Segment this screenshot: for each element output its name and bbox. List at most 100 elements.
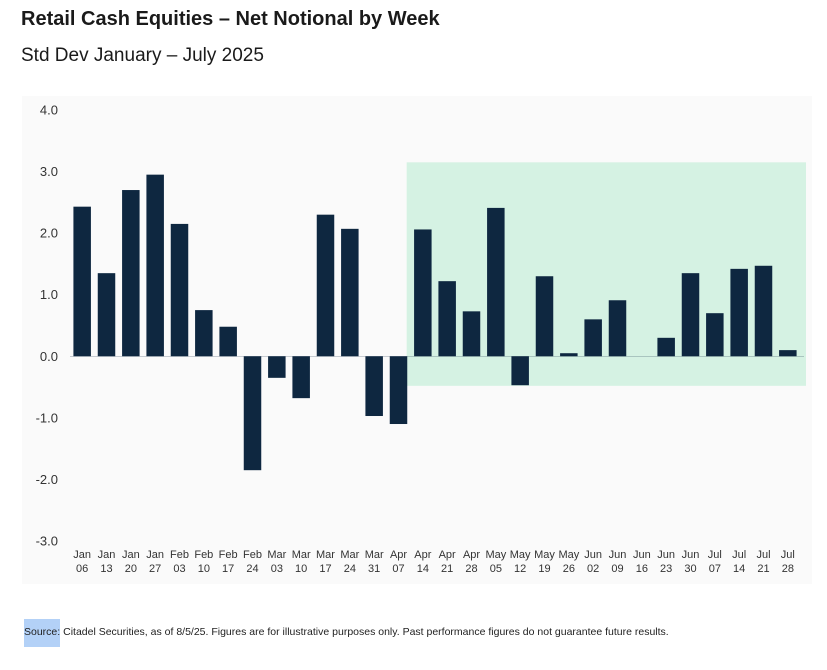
bar xyxy=(414,229,432,357)
x-tick-label-day: 10 xyxy=(198,563,210,575)
bar xyxy=(365,356,383,417)
source-label: Source: xyxy=(24,619,61,647)
bar xyxy=(292,356,310,399)
x-tick-label-month: Jul xyxy=(781,549,795,561)
x-tick-label-month: Apr xyxy=(390,549,407,561)
x-tick-label-day: 23 xyxy=(660,563,672,575)
bar xyxy=(681,273,700,357)
x-tick-label-month: Jul xyxy=(708,549,722,561)
x-tick-label-day: 14 xyxy=(733,563,745,575)
x-tick-label-day: 07 xyxy=(392,563,404,575)
x-tick-label-month: May xyxy=(534,549,555,561)
x-tick-label-day: 02 xyxy=(587,563,599,575)
x-tick-label-day: 14 xyxy=(417,563,429,575)
x-tick-label-month: Jun xyxy=(584,549,602,561)
x-tick-label-month: May xyxy=(485,549,506,561)
x-tick-label-day: 31 xyxy=(368,563,380,575)
x-tick-label-month: Jan xyxy=(146,549,164,561)
y-tick-label: -1.0 xyxy=(36,410,58,425)
bar xyxy=(146,174,164,357)
bar xyxy=(438,281,456,357)
x-tick-label-day: 20 xyxy=(125,563,137,575)
x-tick-label-day: 07 xyxy=(709,563,721,575)
x-tick-label-month: Feb xyxy=(219,549,238,561)
y-tick-label: 3.0 xyxy=(40,164,58,179)
x-tick-label-month: Apr xyxy=(439,549,456,561)
x-tick-label-month: Feb xyxy=(194,549,213,561)
x-tick-label-month: May xyxy=(510,549,531,561)
x-tick-label-month: Apr xyxy=(463,549,480,561)
bar xyxy=(170,223,189,357)
bar-chart: 4.0 3.0 2.0 1.0 0.0 -1.0 -2.0 -3.0 Jan 06 Jan 13 Jan… xyxy=(35,102,806,575)
chart-title: Retail Cash Equities – Net Notional by W… xyxy=(21,8,440,30)
x-tick-label-day: 17 xyxy=(319,563,331,575)
x-tick-label-day: 24 xyxy=(344,563,356,575)
bar xyxy=(316,214,335,357)
x-tick-label-day: 21 xyxy=(441,563,453,575)
x-tick-label-month: Jul xyxy=(732,549,746,561)
x-tick-label-day: 03 xyxy=(271,563,283,575)
x-tick-label-month: Mar xyxy=(316,549,335,561)
x-tick-label-month: Jan xyxy=(98,549,116,561)
x-tick-label-day: 28 xyxy=(465,563,477,575)
x-tick-label-day: 19 xyxy=(538,563,550,575)
bar xyxy=(584,319,602,357)
x-tick-label-day: 24 xyxy=(246,563,258,575)
bar xyxy=(511,356,529,386)
x-tick-label-day: 26 xyxy=(563,563,575,575)
x-tick-label-month: Jun xyxy=(682,549,700,561)
x-tick-label-month: Apr xyxy=(414,549,431,561)
bar xyxy=(462,311,481,357)
x-tick-label-month: Jun xyxy=(657,549,675,561)
bar xyxy=(608,300,627,357)
x-tick-label-month: Feb xyxy=(243,549,262,561)
bar xyxy=(73,206,91,357)
x-tick-label-month: Mar xyxy=(267,549,286,561)
x-tick-label-day: 12 xyxy=(514,563,526,575)
bar xyxy=(730,268,748,357)
bar xyxy=(219,326,237,357)
x-tick-label-month: Jan xyxy=(122,549,140,561)
bar xyxy=(706,313,724,357)
bar xyxy=(97,273,116,357)
x-tick-label-month: Jun xyxy=(609,549,627,561)
x-tick-label-month: Feb xyxy=(170,549,189,561)
bar xyxy=(122,190,140,357)
bar xyxy=(389,356,408,425)
chart-subtitle: Std Dev January – July 2025 xyxy=(21,45,264,66)
y-tick-label: 1.0 xyxy=(40,287,58,302)
bar xyxy=(195,310,213,357)
x-tick-label-day: 13 xyxy=(100,563,112,575)
x-tick-label-day: 27 xyxy=(149,563,161,575)
x-tick-label-month: May xyxy=(558,549,579,561)
x-tick-label-month: Jan xyxy=(73,549,91,561)
bar xyxy=(268,356,286,378)
x-tick-label-month: Mar xyxy=(365,549,384,561)
x-tick-label-day: 03 xyxy=(173,563,185,575)
bar xyxy=(657,337,675,357)
x-tick-label-day: 06 xyxy=(76,563,88,575)
x-tick-label-day: 17 xyxy=(222,563,234,575)
x-tick-label-day: 05 xyxy=(490,563,502,575)
bar xyxy=(560,353,578,357)
bar xyxy=(243,356,262,471)
y-tick-label: 0.0 xyxy=(40,349,58,364)
x-tick-label-day: 09 xyxy=(611,563,623,575)
x-tick-label-day: 30 xyxy=(684,563,696,575)
bar xyxy=(779,350,797,357)
x-tick-label-day: 16 xyxy=(636,563,648,575)
x-tick-label-month: Jul xyxy=(756,549,770,561)
x-tick-label-day: 21 xyxy=(757,563,769,575)
y-tick-label: 2.0 xyxy=(40,226,58,241)
bar xyxy=(487,207,505,357)
source-note: Source: Citadel Securities, as of 8/5/25… xyxy=(24,619,669,647)
y-tick-label: -2.0 xyxy=(36,472,58,487)
x-tick-label-day: 10 xyxy=(295,563,307,575)
y-tick-label: 4.0 xyxy=(40,103,58,118)
bar xyxy=(754,265,773,357)
x-tick-label-month: Jun xyxy=(633,549,651,561)
x-tick-label-month: Mar xyxy=(292,549,311,561)
source-text: Citadel Securities, as of 8/5/25. Figure… xyxy=(60,626,669,638)
bar xyxy=(535,276,554,357)
x-tick-label-month: Mar xyxy=(340,549,359,561)
